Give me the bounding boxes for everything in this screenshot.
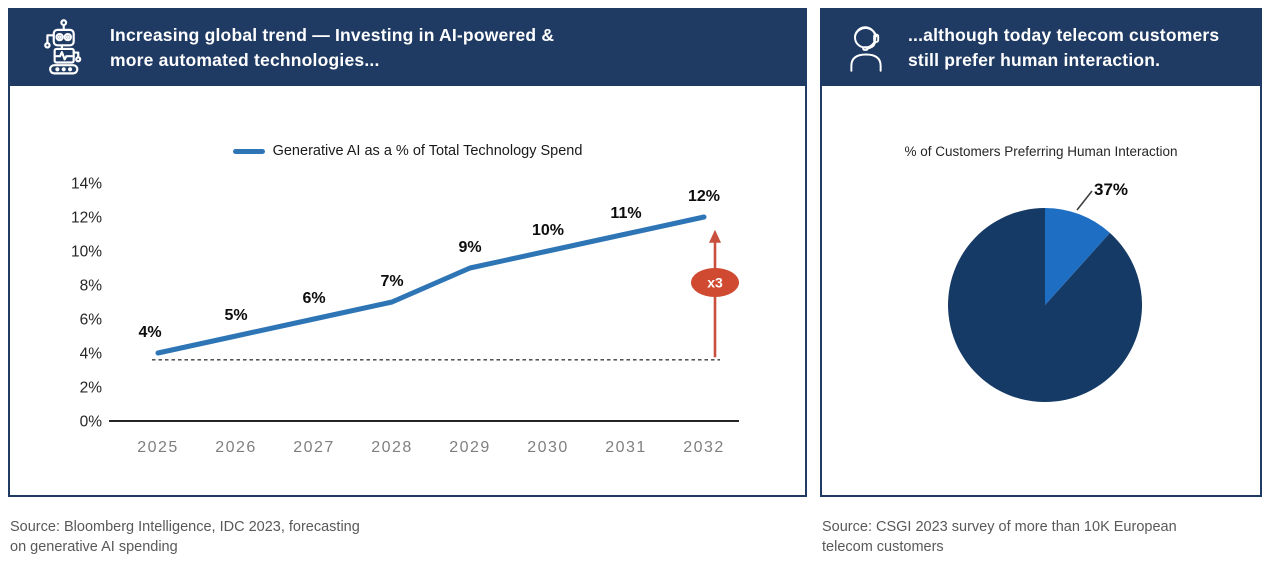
pie-chart-title: % of Customers Preferring Human Interact… <box>904 144 1178 159</box>
y-axis-tick: 6% <box>80 312 103 329</box>
left-panel-title-line1: Increasing global trend — Investing in A… <box>110 25 555 46</box>
x-axis-tick: 2030 <box>527 439 569 456</box>
y-axis-tick: 4% <box>80 346 103 363</box>
pie-chart-panel: ...although today telecom customers stil… <box>820 8 1262 497</box>
y-axis-tick: 8% <box>80 278 103 295</box>
data-label: 11% <box>610 205 641 222</box>
x-axis-tick: 2029 <box>449 439 491 456</box>
right-panel-title-line1: ...although today telecom customers <box>908 25 1220 46</box>
y-axis-tick: 12% <box>71 210 102 227</box>
left-source-note: Source: Bloomberg Intelligence, IDC 2023… <box>10 518 360 557</box>
pie-chart-panel-header: ...although today telecom customers stil… <box>822 10 1260 86</box>
legend-line-swatch <box>232 148 265 154</box>
x-axis-tick: 2031 <box>605 439 647 456</box>
y-axis-tick: 14% <box>71 176 102 193</box>
right-source-note: Source: CSGI 2023 survey of more than 10… <box>822 518 1177 557</box>
data-label: 9% <box>458 239 481 256</box>
data-label: 12% <box>688 188 720 205</box>
y-axis-tick: 0% <box>80 414 103 431</box>
line-chart: 0% 2% 4% 6% 8% 10% 12% 14% 2025 2026 2027 2028 2029 2… <box>71 176 739 456</box>
data-label: 7% <box>380 273 403 290</box>
line-series <box>155 214 707 356</box>
pie-callout-label: 37% <box>1094 180 1128 199</box>
left-panel-title-line2: more automated technologies... <box>110 50 380 70</box>
right-panel-title-line2: still prefer human interaction. <box>908 50 1161 70</box>
line-chart-panel: Increasing global trend — Investing in A… <box>8 8 807 497</box>
x-axis-tick: 2028 <box>371 439 413 456</box>
x-axis-tick: 2027 <box>293 439 335 456</box>
left-source-line1: Source: Bloomberg Intelligence, IDC 2023… <box>10 519 360 535</box>
growth-arrow-head <box>709 229 721 243</box>
data-label: 6% <box>302 290 325 307</box>
x-axis-tick: 2025 <box>137 439 179 456</box>
pie-chart: 37% <box>948 180 1143 402</box>
callout-leader-line <box>1076 190 1093 211</box>
pie-slice-human-interaction <box>1045 208 1110 305</box>
x-axis-tick: 2032 <box>683 439 725 456</box>
growth-badge <box>691 268 739 297</box>
headset-person-icon <box>840 20 892 76</box>
right-panel-title: ...although today telecom customers stil… <box>908 23 1219 73</box>
right-source-line1: Source: CSGI 2023 survey of more than 10… <box>822 519 1177 535</box>
right-source-line2: telecom customers <box>822 538 944 555</box>
legend-label: Generative AI as a % of Total Technology… <box>272 143 583 159</box>
data-label: 4% <box>138 324 161 341</box>
x-axis-tick: 2026 <box>215 439 257 456</box>
left-source-line2: on generative AI spending <box>10 538 178 555</box>
data-label: 10% <box>532 222 564 239</box>
robot-icon <box>32 18 90 78</box>
y-axis-tick: 10% <box>71 244 102 261</box>
line-chart-panel-header: Increasing global trend — Investing in A… <box>10 10 805 86</box>
y-axis-tick: 2% <box>80 380 103 397</box>
growth-badge-label: x3 <box>707 275 723 291</box>
chart-legend: Generative AI as a % of Total Technology… <box>10 140 805 162</box>
left-panel-title: Increasing global trend — Investing in A… <box>110 23 554 73</box>
data-label: 5% <box>224 307 247 324</box>
pie-slice-rest <box>948 208 1143 402</box>
